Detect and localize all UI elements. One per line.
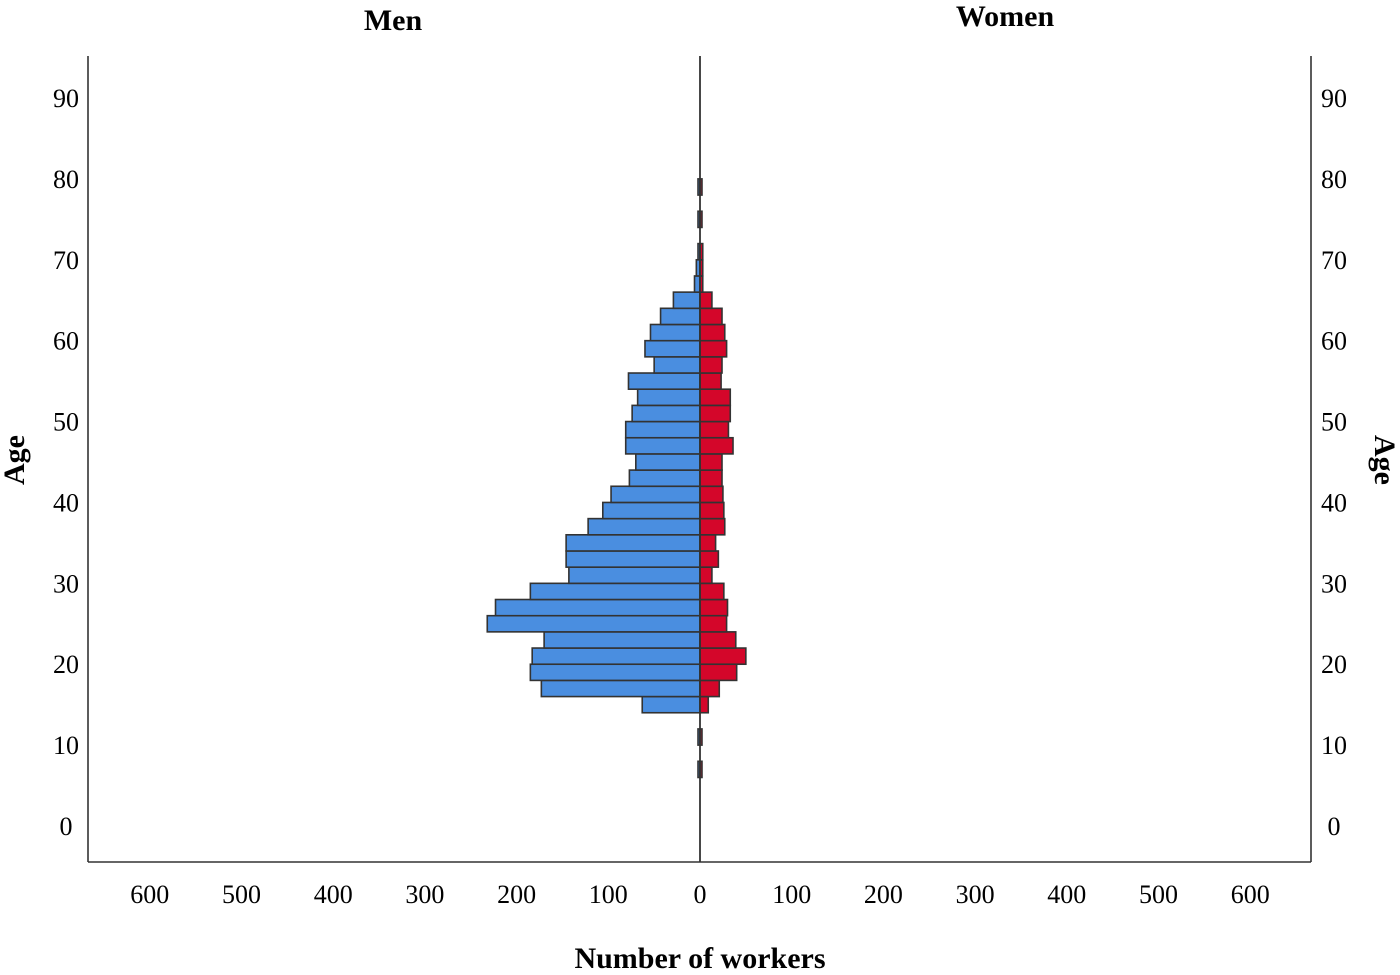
y-tick-left-70: 70 [53, 246, 79, 275]
x-tick-labels: 600 500 400 300 200 100 0 100 200 300 400 500 600 [130, 880, 1269, 909]
bar-men-age-32 [565, 550, 701, 568]
x-axis-title: Number of workers [574, 942, 825, 975]
bar-women-age-30 [699, 566, 713, 585]
bar-women-age-22 [699, 631, 737, 649]
y-tick-right-50: 50 [1321, 408, 1347, 437]
bar-men-age-52 [636, 388, 701, 407]
x-tick-women-300: 300 [956, 880, 995, 909]
bar-men-age-54 [627, 372, 701, 390]
y-tick-labels: 0 0 10 10 20 20 30 30 40 40 50 50 60 60 70 70 80 80 90 90 [53, 84, 1347, 841]
bar-women-age-44 [699, 453, 723, 471]
y-axis-title-left: Age [0, 435, 31, 485]
y-tick-left-80: 80 [53, 165, 79, 194]
bar-men-age-60 [649, 323, 701, 342]
bar-men-age-18 [529, 663, 701, 682]
bar-women-age-16 [699, 679, 721, 698]
bars-group [486, 178, 747, 779]
bar-women-age-52 [699, 388, 732, 407]
y-tick-right-60: 60 [1321, 327, 1347, 356]
bar-women-age-56 [699, 356, 723, 374]
bar-men-age-42 [628, 469, 701, 488]
bar-men-age-14 [641, 695, 701, 714]
bar-women-age-42 [699, 469, 723, 488]
men-panel-title: Men [364, 4, 423, 37]
y-tick-left-20: 20 [53, 650, 79, 679]
bar-men-age-62 [659, 307, 701, 326]
bar-women-age-18 [699, 663, 738, 682]
y-tick-left-50: 50 [53, 408, 79, 437]
bar-women-age-58 [699, 339, 728, 358]
women-panel-title: Women [956, 0, 1055, 33]
bar-men-age-30 [568, 566, 701, 585]
y-tick-right-10: 10 [1321, 731, 1347, 760]
bar-women-age-28 [699, 582, 725, 601]
bar-women-age-20 [699, 647, 747, 666]
y-tick-right-70: 70 [1321, 246, 1347, 275]
bar-men-age-26 [494, 598, 701, 617]
x-tick-0: 0 [694, 880, 707, 909]
y-tick-right-80: 80 [1321, 165, 1347, 194]
y-tick-left-10: 10 [53, 731, 79, 760]
bar-men-age-48 [624, 420, 701, 439]
x-tick-men-500: 500 [222, 880, 261, 909]
x-tick-women-400: 400 [1047, 880, 1086, 909]
bar-women-age-26 [699, 598, 729, 617]
bar-men-age-22 [543, 631, 701, 649]
bar-men-age-20 [531, 647, 701, 666]
y-tick-right-30: 30 [1321, 569, 1347, 598]
y-tick-left-60: 60 [53, 327, 79, 356]
x-tick-women-100: 100 [772, 880, 811, 909]
x-tick-men-600: 600 [130, 880, 169, 909]
bar-men-age-34 [565, 533, 701, 552]
bar-women-age-54 [699, 372, 722, 390]
x-tick-men-400: 400 [314, 880, 353, 909]
bar-women-age-34 [699, 533, 717, 552]
bar-women-age-50 [699, 404, 732, 423]
bar-women-age-60 [699, 323, 726, 342]
y-tick-right-0: 0 [1328, 812, 1341, 841]
bar-men-age-56 [653, 356, 701, 374]
bar-men-age-38 [601, 501, 701, 520]
bar-men-age-46 [624, 436, 701, 455]
y-tick-right-40: 40 [1321, 488, 1347, 517]
y-tick-left-30: 30 [53, 569, 79, 598]
y-tick-right-20: 20 [1321, 650, 1347, 679]
bar-men-age-58 [644, 339, 701, 358]
bar-men-age-44 [635, 453, 701, 471]
bar-women-age-64 [699, 291, 713, 310]
bar-women-age-46 [699, 436, 734, 455]
bar-men-age-40 [610, 485, 701, 504]
y-tick-right-90: 90 [1321, 84, 1347, 113]
bar-women-age-36 [699, 517, 726, 536]
bar-women-age-40 [699, 485, 724, 504]
bar-women-age-14 [699, 695, 710, 714]
bar-men-age-50 [631, 404, 701, 423]
bar-women-age-62 [699, 307, 723, 326]
y-tick-left-0: 0 [60, 812, 73, 841]
bar-women-age-32 [699, 550, 720, 568]
x-tick-women-600: 600 [1231, 880, 1270, 909]
x-tick-women-200: 200 [864, 880, 903, 909]
bar-men-age-36 [587, 517, 701, 536]
x-tick-men-200: 200 [497, 880, 536, 909]
bar-women-age-24 [699, 614, 728, 633]
bar-women-age-38 [699, 501, 725, 520]
y-axis-title-right: Age [1368, 435, 1400, 485]
x-tick-women-500: 500 [1139, 880, 1178, 909]
bar-women-age-48 [699, 420, 730, 439]
y-tick-left-90: 90 [53, 84, 79, 113]
bar-men-age-28 [529, 582, 701, 601]
x-tick-men-100: 100 [589, 880, 628, 909]
y-tick-left-40: 40 [53, 488, 79, 517]
bar-men-age-24 [486, 614, 701, 633]
x-tick-men-300: 300 [405, 880, 444, 909]
bar-men-age-16 [540, 679, 701, 698]
bar-men-age-64 [672, 291, 701, 310]
